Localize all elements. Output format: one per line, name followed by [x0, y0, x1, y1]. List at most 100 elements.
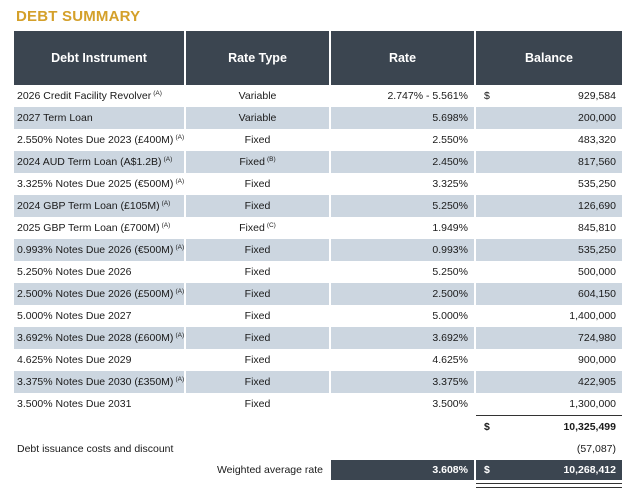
- rate-type-cell: Variable: [184, 85, 330, 107]
- table-row: 2025 GBP Term Loan (£700M) (A) Fixed (C) 1…: [14, 217, 622, 239]
- instrument-cell: 3.325% Notes Due 2025 (€500M) (A): [14, 173, 185, 195]
- balance-cell: 900,000: [474, 349, 622, 371]
- double-underline: [476, 483, 622, 488]
- instrument-note: (A): [161, 222, 171, 229]
- rate-cell: 2.450%: [329, 151, 475, 173]
- balance-value: 1,300,000: [569, 398, 616, 410]
- header-rate: Rate: [329, 31, 475, 85]
- rate-type-cell: Fixed: [184, 327, 330, 349]
- rate-type-cell: Fixed: [184, 173, 330, 195]
- instrument-name: 3.375% Notes Due 2030 (£350M): [17, 376, 174, 388]
- table-row: 2024 AUD Term Loan (A$1.2B) (A) Fixed (B) …: [14, 151, 622, 173]
- table-row: 3.325% Notes Due 2025 (€500M) (A) Fixed 3…: [14, 173, 622, 195]
- weighted-balance-cell: $10,268,412: [474, 460, 622, 480]
- rate-type-cell: Fixed (C): [184, 217, 330, 239]
- instrument-name: 2025 GBP Term Loan (£700M): [17, 222, 160, 234]
- rate-type: Fixed: [239, 156, 265, 168]
- weighted-label: Weighted average rate: [184, 460, 330, 480]
- rate-type: Fixed: [244, 244, 271, 256]
- rate-type-cell: Fixed: [184, 283, 330, 305]
- balance-value: 500,000: [578, 266, 616, 278]
- instrument-cell: 2026 Credit Facility Revolver (A): [14, 85, 185, 107]
- balance-cell: 845,810: [474, 217, 622, 239]
- instrument-cell: 2.500% Notes Due 2026 (£500M) (A): [14, 283, 185, 305]
- rate-cell: 3.375%: [329, 371, 475, 393]
- instrument-cell: 5.250% Notes Due 2026: [14, 261, 185, 283]
- header-rate-type: Rate Type: [184, 31, 330, 85]
- balance-value: 126,690: [578, 200, 616, 212]
- instrument-name: 0.993% Notes Due 2026 (€500M): [17, 244, 174, 256]
- balance-value: 535,250: [578, 244, 616, 256]
- rate-cell: 0.993%: [329, 239, 475, 261]
- subtotal-currency: $: [484, 421, 490, 433]
- balance-cell: 200,000: [474, 107, 622, 129]
- rate-cell: 5.250%: [329, 195, 475, 217]
- subtotal-row: $10,325,499: [14, 415, 622, 438]
- balance-cell: 1,400,000: [474, 305, 622, 327]
- currency-symbol: $: [484, 90, 490, 102]
- rate-type: Fixed: [244, 310, 271, 322]
- table-row: 2027 Term Loan Variable 5.698% 200,000: [14, 107, 622, 129]
- weighted-currency: $: [484, 464, 490, 476]
- balance-value: 483,320: [578, 134, 616, 146]
- balance-cell: 422,905: [474, 371, 622, 393]
- instrument-cell: 2025 GBP Term Loan (£700M) (A): [14, 217, 185, 239]
- rate-cell: 4.625%: [329, 349, 475, 371]
- debt-table: Debt Instrument Rate Type Rate Balance 2…: [14, 31, 622, 480]
- rate-type: Variable: [238, 90, 277, 102]
- rate-type: Variable: [238, 112, 277, 124]
- rate-type: Fixed: [244, 398, 271, 411]
- balance-value: 929,584: [578, 90, 616, 102]
- balance-cell: 604,150: [474, 283, 622, 305]
- balance-cell: 817,560: [474, 151, 622, 173]
- instrument-cell: 0.993% Notes Due 2026 (€500M) (A): [14, 239, 185, 261]
- balance-value: 724,980: [578, 332, 616, 344]
- instrument-note: (A): [175, 288, 185, 295]
- rate-cell: 5.250%: [329, 261, 475, 283]
- rate-type: Fixed: [244, 266, 271, 278]
- table-row: 3.500% Notes Due 2031 Fixed 3.500% 1,300…: [14, 393, 622, 416]
- balance-value: 845,810: [578, 222, 616, 234]
- instrument-note: (A): [153, 90, 162, 97]
- rate-type: Fixed: [244, 288, 271, 300]
- balance-cell: 1,300,000: [474, 393, 622, 416]
- table-row: 2026 Credit Facility Revolver (A) Variabl…: [14, 85, 622, 107]
- instrument-note: (A): [175, 332, 185, 339]
- rate-cell: 5.000%: [329, 305, 475, 327]
- table-row: 4.625% Notes Due 2029 Fixed 4.625% 900,0…: [14, 349, 622, 371]
- subtotal-value: 10,325,499: [563, 421, 616, 433]
- instrument-name: 2027 Term Loan: [17, 112, 93, 124]
- subtotal-cell: $10,325,499: [474, 415, 622, 438]
- rate-type: Fixed: [244, 354, 271, 366]
- balance-value: 900,000: [578, 354, 616, 366]
- rate-type: Fixed: [244, 376, 271, 388]
- rate-type: Fixed: [244, 332, 271, 344]
- rate-cell: 3.325%: [329, 173, 475, 195]
- instrument-name: 4.625% Notes Due 2029: [17, 354, 132, 366]
- table-row: 3.375% Notes Due 2030 (£350M) (A) Fixed 3…: [14, 371, 622, 393]
- rate-type: Fixed: [244, 200, 271, 212]
- rate-type-cell: Fixed: [184, 129, 330, 151]
- table-row: 3.692% Notes Due 2028 (£600M) (A) Fixed 3…: [14, 327, 622, 349]
- rate-cell: 2.550%: [329, 129, 475, 151]
- instrument-note: (A): [175, 376, 185, 383]
- balance-cell: 724,980: [474, 327, 622, 349]
- rate-cell: 2.747% - 5.561%: [329, 85, 475, 107]
- header-instrument: Debt Instrument: [14, 31, 185, 85]
- rate-type-cell: Fixed: [184, 349, 330, 371]
- costs-label: Debt issuance costs and discount: [14, 438, 330, 460]
- rate-type-cell: Fixed (B): [184, 151, 330, 173]
- balance-value: 535,250: [578, 178, 616, 190]
- instrument-name: 2026 Credit Facility Revolver: [17, 90, 152, 102]
- instrument-note: (A): [175, 244, 185, 251]
- table-row: 2024 GBP Term Loan (£105M) (A) Fixed 5.25…: [14, 195, 622, 217]
- balance-cell: 535,250: [474, 173, 622, 195]
- balance-value: 817,560: [578, 156, 616, 168]
- balance-value: 422,905: [578, 376, 616, 388]
- instrument-name: 3.692% Notes Due 2028 (£600M): [17, 332, 174, 344]
- rate-type-cell: Fixed: [184, 261, 330, 283]
- rate-type-cell: Fixed: [184, 393, 330, 416]
- rate-cell: 3.692%: [329, 327, 475, 349]
- balance-value: 604,150: [578, 288, 616, 300]
